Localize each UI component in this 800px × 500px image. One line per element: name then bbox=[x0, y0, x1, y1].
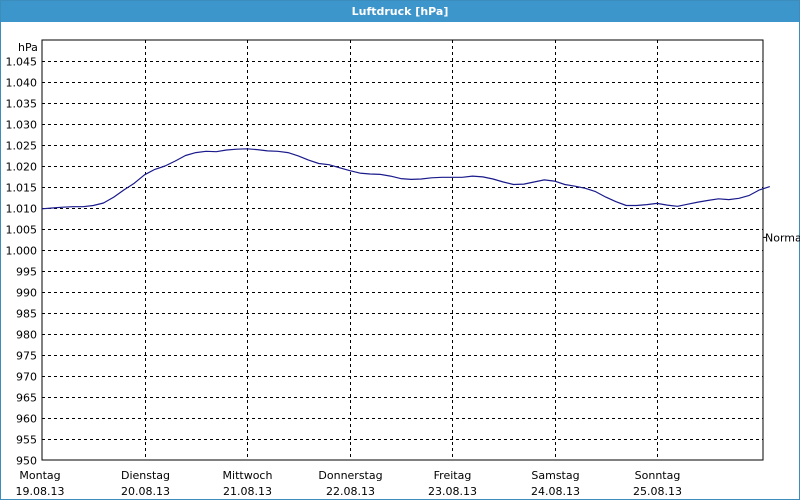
y-tick-label: 1.010 bbox=[6, 203, 38, 216]
y-tick-label: 975 bbox=[16, 350, 37, 363]
y-tick-label: 950 bbox=[16, 455, 37, 468]
x-tick-day-label: Sonntag bbox=[635, 469, 681, 482]
x-tick-day-label: Mittwoch bbox=[223, 469, 273, 482]
y-tick-label: 990 bbox=[16, 287, 37, 300]
y-tick-label: 995 bbox=[16, 266, 37, 279]
y-tick-label: 960 bbox=[16, 413, 37, 426]
y-tick-label: 1.035 bbox=[6, 98, 38, 111]
x-tick-date-label: 23.08.13 bbox=[428, 485, 477, 498]
x-tick-day-label: Dienstag bbox=[121, 469, 170, 482]
x-tick-date-label: 25.08.13 bbox=[633, 485, 682, 498]
y-tick-label: 1.030 bbox=[6, 119, 38, 132]
y-tick-label: 985 bbox=[16, 308, 37, 321]
y-tick-label: 1.005 bbox=[6, 224, 38, 237]
y-tick-label: 1.020 bbox=[6, 161, 38, 174]
pressure-series-line bbox=[41, 148, 770, 210]
x-tick-date-label: 22.08.13 bbox=[326, 485, 375, 498]
x-tick-date-label: 19.08.13 bbox=[16, 485, 65, 498]
y-tick-label: 1.025 bbox=[6, 140, 38, 153]
y-tick-label: 1.045 bbox=[6, 56, 38, 69]
y-tick-label: 955 bbox=[16, 434, 37, 447]
y-tick-label: 980 bbox=[16, 329, 37, 342]
x-tick-day-label: Freitag bbox=[434, 469, 472, 482]
x-tick-day-label: Donnerstag bbox=[318, 469, 382, 482]
normal-reference-label: Normal bbox=[765, 231, 800, 244]
x-tick-day-label: Montag bbox=[19, 469, 60, 482]
x-tick-date-label: 21.08.13 bbox=[223, 485, 272, 498]
y-tick-label: 1.015 bbox=[6, 182, 38, 195]
y-tick-label: 1.040 bbox=[6, 77, 38, 90]
y-tick-label: 970 bbox=[16, 371, 37, 384]
x-tick-date-label: 24.08.13 bbox=[531, 485, 580, 498]
chart-title: Luftdruck [hPa] bbox=[1, 1, 799, 22]
x-tick-date-label: 20.08.13 bbox=[121, 485, 170, 498]
x-tick-day-label: Samstag bbox=[531, 469, 579, 482]
y-tick-label: 965 bbox=[16, 392, 37, 405]
y-axis-unit-label: hPa bbox=[18, 41, 38, 54]
y-tick-label: 1.000 bbox=[6, 245, 38, 258]
